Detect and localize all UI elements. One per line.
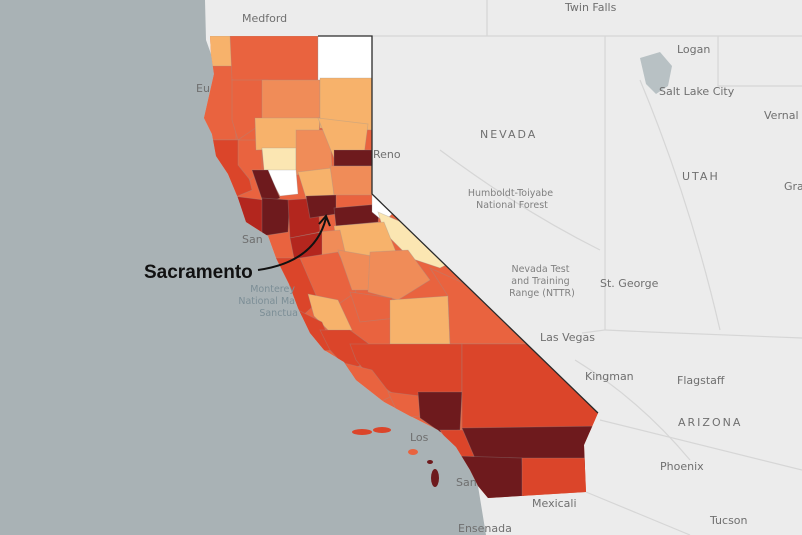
california-outline xyxy=(318,35,599,414)
city-label-medford: Medford xyxy=(242,12,287,25)
city-label-flagstaff: Flagstaff xyxy=(677,374,725,387)
city-label-twin-falls: Twin Falls xyxy=(564,1,617,14)
city-label-salt-lake-city: Salt Lake City xyxy=(659,85,735,98)
channel-islands xyxy=(352,427,439,487)
great-salt-lake xyxy=(640,52,672,94)
city-label-logan: Logan xyxy=(677,43,710,56)
state-label-utah: UTAH xyxy=(682,170,720,183)
city-label-tucson: Tucson xyxy=(709,514,748,527)
city-label-los-angeles: Los xyxy=(410,431,429,444)
feature-label-monterey-bay: Monterey National Ma Sanctua xyxy=(238,284,298,319)
city-label-vernal: Vernal xyxy=(764,109,799,122)
state-label-arizona: ARIZONA xyxy=(678,416,742,429)
pacific-ocean xyxy=(0,0,486,535)
city-label-las-vegas: Las Vegas xyxy=(540,331,595,344)
sacramento-callout-label: Sacramento xyxy=(144,262,253,283)
city-label-phoenix: Phoenix xyxy=(660,460,704,473)
city-label-eureka: Eu xyxy=(196,82,210,95)
city-label-grand-junction: Gra xyxy=(784,180,802,193)
city-label-mexicali: Mexicali xyxy=(532,497,577,510)
state-label-nevada: NEVADA xyxy=(480,128,537,141)
feature-label-nevada-test-range: Nevada Test and Training Range (NTTR) xyxy=(509,264,575,299)
feature-label-humboldt-toiyabe: Humboldt-Toiyabe National Forest xyxy=(468,188,556,211)
city-label-san-diego: San xyxy=(456,476,477,489)
city-label-ensenada: Ensenada xyxy=(458,522,512,535)
city-label-san-francisco: San xyxy=(242,233,263,246)
sacramento-callout-arrowhead xyxy=(318,214,331,227)
city-label-kingman: Kingman xyxy=(585,370,634,383)
city-label-st-george: St. George xyxy=(600,277,659,290)
city-label-reno: Reno xyxy=(373,148,401,161)
background-lines xyxy=(372,0,802,535)
sacramento-callout-arrow xyxy=(257,217,327,271)
